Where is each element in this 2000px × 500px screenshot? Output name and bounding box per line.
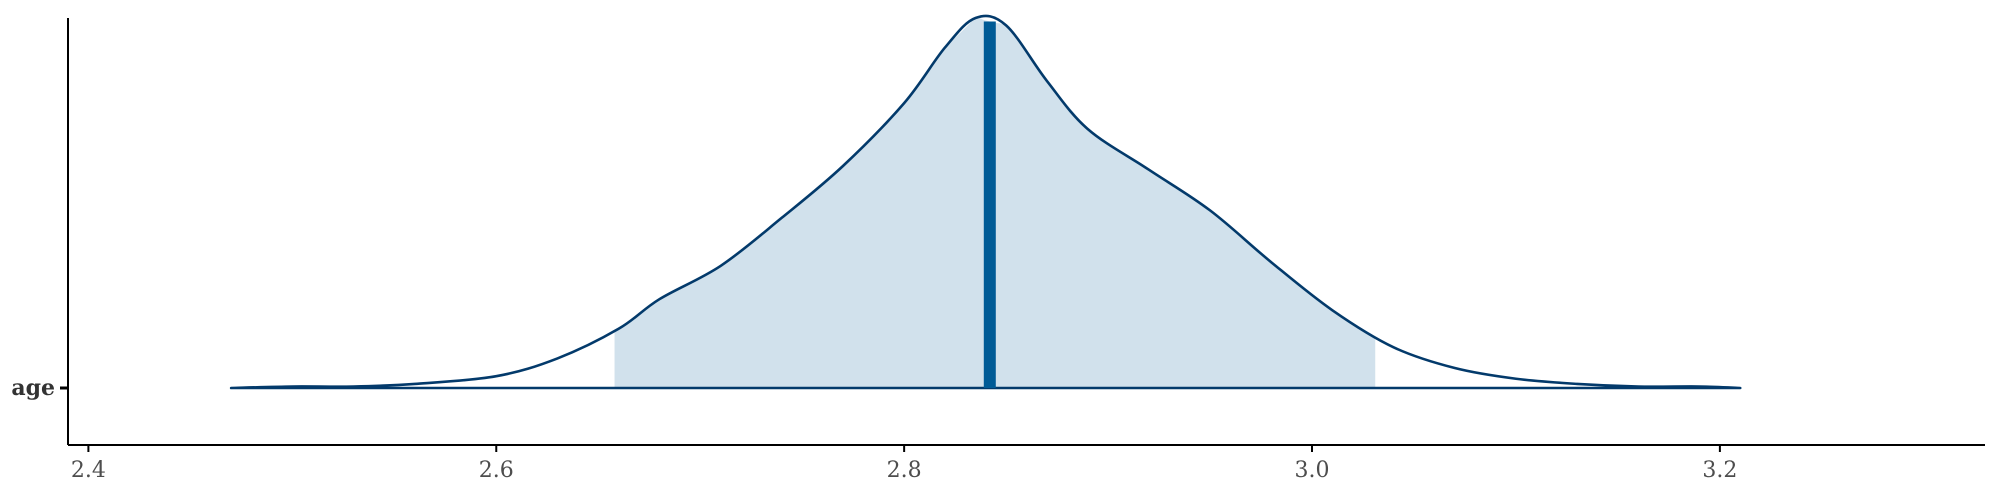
x-tick-label: 3.2	[1702, 458, 1737, 483]
x-tick-label: 3.0	[1295, 458, 1330, 483]
x-tick-label: 2.6	[479, 458, 514, 483]
x-ticks-group: 2.4 2.6 2.8 3.0 3.2	[71, 445, 1737, 483]
x-tick-label: 2.4	[71, 458, 106, 483]
x-tick-label: 2.8	[887, 458, 922, 483]
y-tick-label-age: age	[11, 375, 55, 401]
density-curve	[229, 14, 1742, 390]
y-ticks-group: age	[11, 375, 68, 401]
density-group	[229, 14, 1742, 390]
axes-group	[67, 18, 1985, 446]
